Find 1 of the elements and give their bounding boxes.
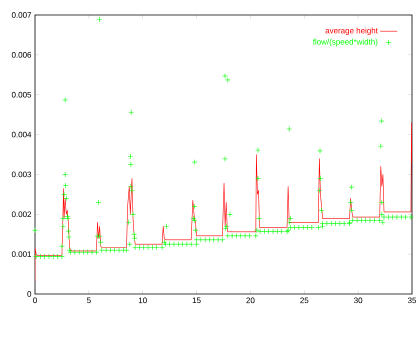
line-series xyxy=(35,122,412,282)
